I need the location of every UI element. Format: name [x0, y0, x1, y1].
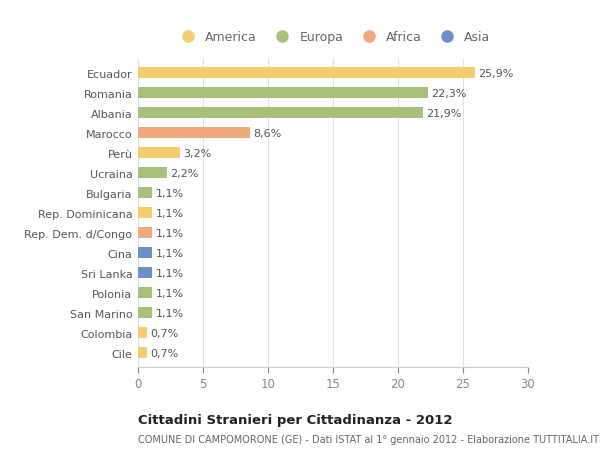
Text: 21,9%: 21,9%: [426, 109, 461, 118]
Text: 2,2%: 2,2%: [170, 168, 198, 179]
Bar: [138, 68, 475, 79]
Text: 1,1%: 1,1%: [155, 248, 184, 258]
Text: 1,1%: 1,1%: [155, 208, 184, 218]
Bar: [138, 228, 152, 239]
Bar: [138, 148, 179, 159]
Bar: [138, 288, 152, 299]
Bar: [138, 128, 250, 139]
Text: 1,1%: 1,1%: [155, 269, 184, 278]
Legend: America, Europa, Africa, Asia: America, Europa, Africa, Asia: [170, 26, 496, 49]
Text: 25,9%: 25,9%: [478, 69, 514, 78]
Text: 0,7%: 0,7%: [151, 348, 179, 358]
Bar: [138, 308, 152, 319]
Text: 3,2%: 3,2%: [183, 149, 211, 158]
Text: 1,1%: 1,1%: [155, 229, 184, 238]
Text: COMUNE DI CAMPOMORONE (GE) - Dati ISTAT al 1° gennaio 2012 - Elaborazione TUTTIT: COMUNE DI CAMPOMORONE (GE) - Dati ISTAT …: [138, 434, 599, 444]
Text: 8,6%: 8,6%: [253, 129, 281, 139]
Bar: [138, 188, 152, 199]
Bar: [138, 108, 422, 119]
Text: Cittadini Stranieri per Cittadinanza - 2012: Cittadini Stranieri per Cittadinanza - 2…: [138, 413, 452, 426]
Text: 1,1%: 1,1%: [155, 288, 184, 298]
Text: 1,1%: 1,1%: [155, 189, 184, 198]
Bar: [138, 328, 147, 339]
Bar: [138, 348, 147, 359]
Text: 22,3%: 22,3%: [431, 89, 467, 99]
Text: 1,1%: 1,1%: [155, 308, 184, 318]
Bar: [138, 268, 152, 279]
Text: 0,7%: 0,7%: [151, 328, 179, 338]
Bar: [138, 168, 167, 179]
Bar: [138, 208, 152, 219]
Bar: [138, 248, 152, 259]
Bar: [138, 88, 428, 99]
